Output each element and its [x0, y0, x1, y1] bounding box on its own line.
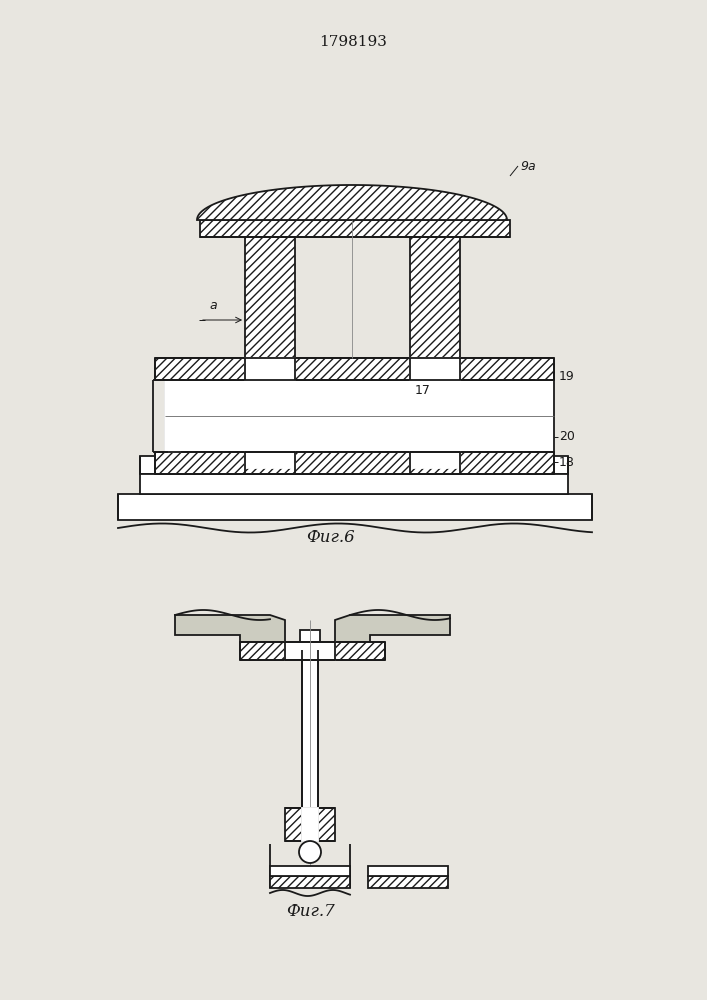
Bar [155, 358, 554, 380]
Bar [270, 866, 350, 876]
Bar [118, 494, 592, 520]
Bar [302, 650, 318, 841]
Bar [165, 380, 180, 452]
Bar [300, 630, 320, 642]
Bar [368, 866, 448, 876]
Bar [240, 642, 385, 660]
Bar [270, 876, 350, 888]
Text: Фиг.7: Фиг.7 [286, 904, 334, 920]
Circle shape [299, 841, 321, 863]
Bar [410, 452, 460, 468]
Bar [320, 650, 335, 660]
Bar [155, 452, 554, 474]
Bar [200, 220, 510, 237]
Text: 20: 20 [559, 430, 575, 444]
Bar [140, 474, 568, 494]
Bar [140, 456, 568, 474]
Text: 9а: 9а [520, 159, 536, 172]
Bar [368, 876, 448, 888]
Bar [410, 237, 460, 358]
Polygon shape [197, 185, 507, 220]
Text: 1798193: 1798193 [319, 35, 387, 49]
Polygon shape [175, 615, 285, 642]
Bar [245, 452, 295, 468]
Bar [410, 358, 460, 380]
Text: 17: 17 [415, 383, 431, 396]
Bar [285, 642, 335, 660]
Text: 18: 18 [559, 456, 575, 468]
Bar [165, 380, 554, 452]
Bar [245, 358, 295, 380]
Text: а: а [209, 299, 217, 312]
Bar [302, 808, 318, 841]
Bar [245, 237, 295, 358]
Polygon shape [335, 615, 450, 642]
Text: Фиг.6: Фиг.6 [305, 530, 354, 546]
Text: 19: 19 [559, 369, 575, 382]
Bar [285, 808, 335, 841]
Bar [285, 650, 300, 660]
